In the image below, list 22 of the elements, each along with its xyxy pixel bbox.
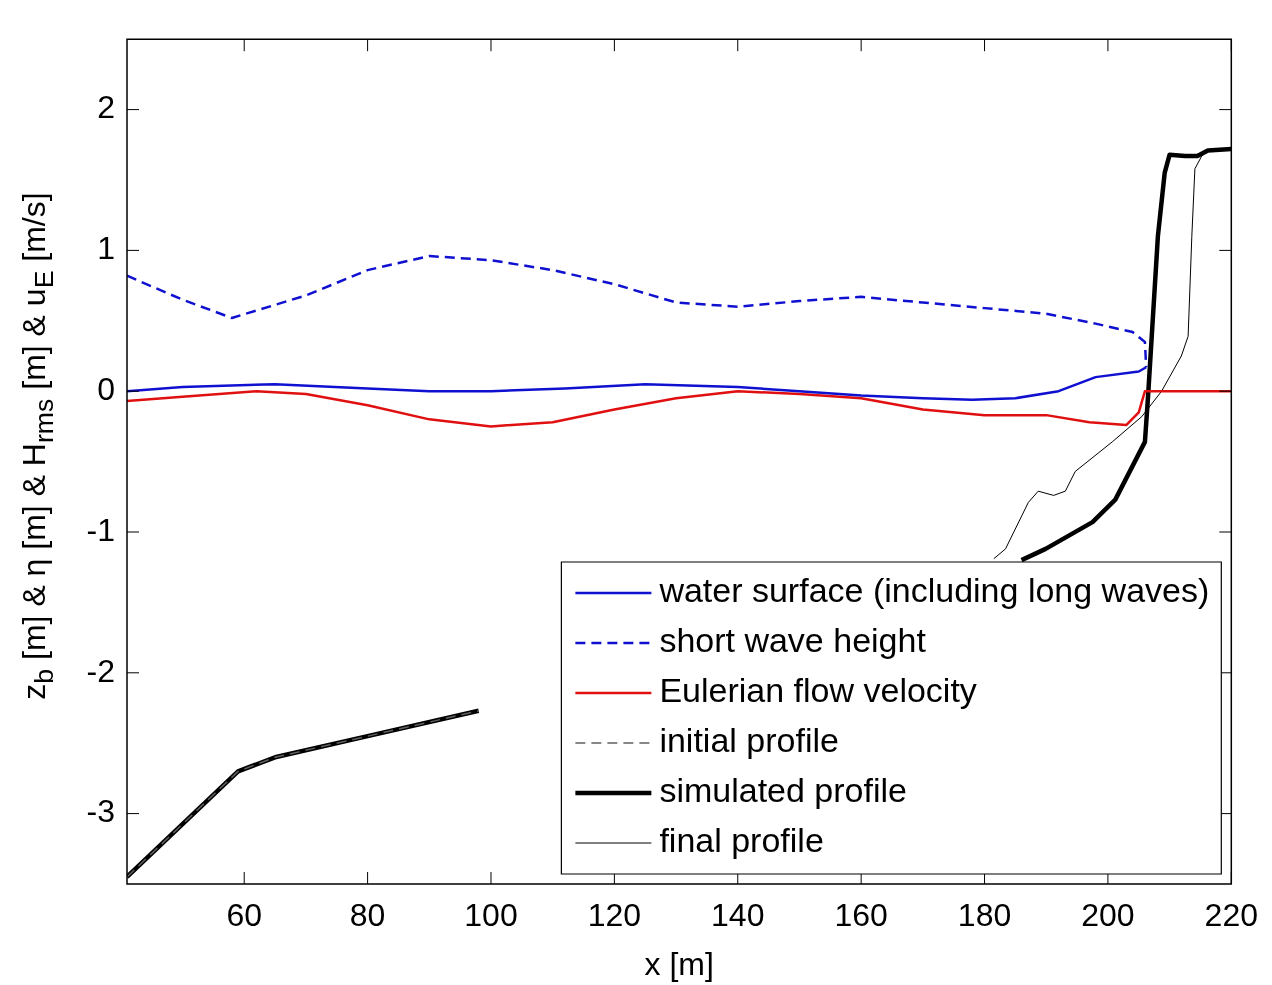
legend-label: Eulerian flow velocity (659, 671, 977, 710)
y-tick-label: -2 (86, 652, 115, 689)
y-tick-label: -3 (86, 793, 115, 830)
x-tick-label: 180 (957, 897, 1012, 934)
x-tick-label: 220 (1204, 897, 1258, 934)
y-tick-label: 1 (97, 230, 115, 267)
legend-label: final profile (659, 821, 824, 860)
legend-label: water surface (including long waves) (658, 571, 1210, 610)
x-tick-label: 100 (464, 897, 518, 934)
y-tick-label: 2 (97, 89, 115, 126)
y-tick-label: 0 (97, 371, 115, 408)
y-tick-label: -1 (86, 511, 115, 548)
x-tick-label: 200 (1081, 897, 1135, 934)
x-tick-label: 80 (349, 897, 386, 934)
x-tick-label: 140 (711, 897, 765, 934)
x-tick-label: 160 (834, 897, 888, 934)
x-tick-label: 120 (587, 897, 642, 934)
legend-label: short wave height (659, 621, 927, 660)
x-tick-label: 60 (226, 897, 263, 934)
x-axis-title: x [m] (644, 945, 714, 982)
legend-label: simulated profile (659, 771, 907, 810)
legend-label: initial profile (659, 721, 839, 760)
